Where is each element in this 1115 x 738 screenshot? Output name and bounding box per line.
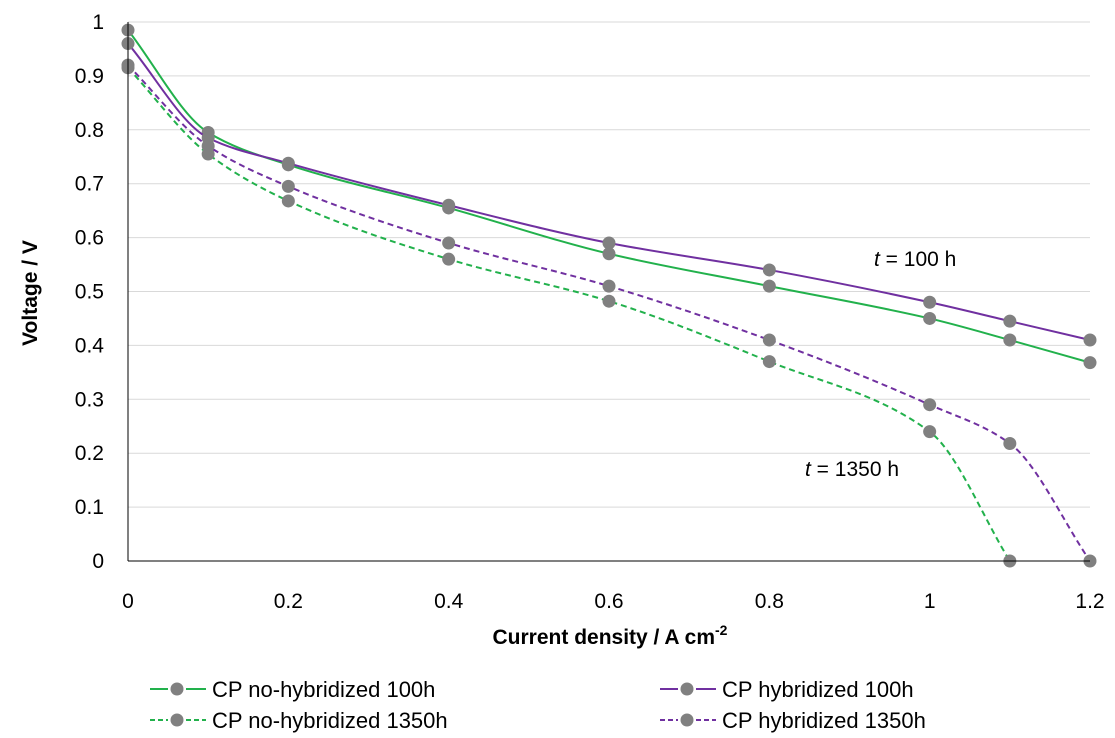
- y-tick-label: 0.3: [75, 388, 104, 411]
- data-point: [602, 236, 616, 250]
- x-tick-label: 0.8: [755, 590, 784, 613]
- data-point: [1083, 333, 1097, 347]
- series-4: [121, 58, 1097, 568]
- legend-item: CP no-hybridized 1350h: [150, 708, 448, 733]
- legend-marker: [680, 713, 694, 727]
- legend: CP no-hybridized 100h CP hybridized 100h C…: [150, 677, 926, 733]
- data-point: [602, 294, 616, 308]
- data-point: [602, 279, 616, 293]
- y-tick-label: 0.4: [75, 334, 105, 357]
- series-line: [127, 67, 1011, 562]
- x-tick-label: 0: [122, 590, 134, 613]
- data-point: [762, 355, 776, 369]
- data-point: [602, 247, 616, 261]
- y-tick-label: 1: [92, 11, 104, 34]
- data-point: [762, 279, 776, 293]
- series-line: [127, 29, 1091, 364]
- data-point: [281, 156, 295, 170]
- x-tick-label: 0.4: [434, 590, 464, 613]
- series-lines: [121, 23, 1097, 568]
- y-axis-title: Voltage / V: [19, 240, 42, 346]
- data-point: [762, 333, 776, 347]
- data-point: [1083, 356, 1097, 370]
- annotation-100h: t = 100 h: [874, 248, 956, 271]
- y-tick-label: 0: [92, 550, 104, 573]
- data-point: [1003, 333, 1017, 347]
- legend-item: CP no-hybridized 100h: [150, 677, 435, 702]
- data-point: [201, 139, 215, 153]
- data-point: [281, 179, 295, 193]
- legend-item: CP hybridized 100h: [660, 677, 914, 702]
- x-tick-label: 0.6: [594, 590, 623, 613]
- data-point: [442, 236, 456, 250]
- legend-label: CP hybridized 100h: [722, 677, 914, 702]
- x-tick-label: 1.2: [1075, 590, 1104, 613]
- annotation-1350h: t = 1350 h: [805, 458, 899, 481]
- x-tick-label: 0.2: [274, 590, 303, 613]
- y-tick-label: 0.5: [75, 281, 104, 304]
- legend-label: CP hybridized 1350h: [722, 708, 926, 733]
- legend-marker: [680, 682, 694, 696]
- data-point: [923, 425, 937, 439]
- data-point: [923, 295, 937, 309]
- data-point: [1003, 436, 1017, 450]
- tick-labels: 0 0.1 0.2 0.3 0.4 0.5 0.6 0.7 0.8 0.9 1 0 0.2 0.4 0.6 0…: [75, 11, 1105, 613]
- annotations: t = 100 h t = 1350 h: [805, 248, 956, 481]
- x-tick-label: 1: [924, 590, 936, 613]
- y-tick-label: 0.9: [75, 65, 104, 88]
- legend-item: CP hybridized 1350h: [660, 708, 926, 733]
- data-point: [923, 311, 937, 325]
- y-tick-label: 0.1: [75, 496, 104, 519]
- data-point: [1003, 314, 1017, 328]
- y-tick-label: 0.2: [75, 442, 104, 465]
- axes: [127, 22, 1090, 562]
- y-tick-label: 0.6: [75, 227, 104, 250]
- data-point: [442, 198, 456, 212]
- legend-label: CP no-hybridized 1350h: [212, 708, 448, 733]
- y-tick-label: 0.7: [75, 173, 104, 196]
- data-point: [281, 194, 295, 208]
- x-axis-title: Current density / A cm-2: [493, 622, 728, 649]
- data-point: [442, 252, 456, 266]
- data-point: [923, 398, 937, 412]
- series-line: [127, 64, 1091, 562]
- legend-label: CP no-hybridized 100h: [212, 677, 435, 702]
- series-3: [121, 61, 1017, 568]
- data-point: [762, 263, 776, 277]
- legend-marker: [170, 713, 184, 727]
- legend-marker: [170, 682, 184, 696]
- y-tick-label: 0.8: [75, 119, 104, 142]
